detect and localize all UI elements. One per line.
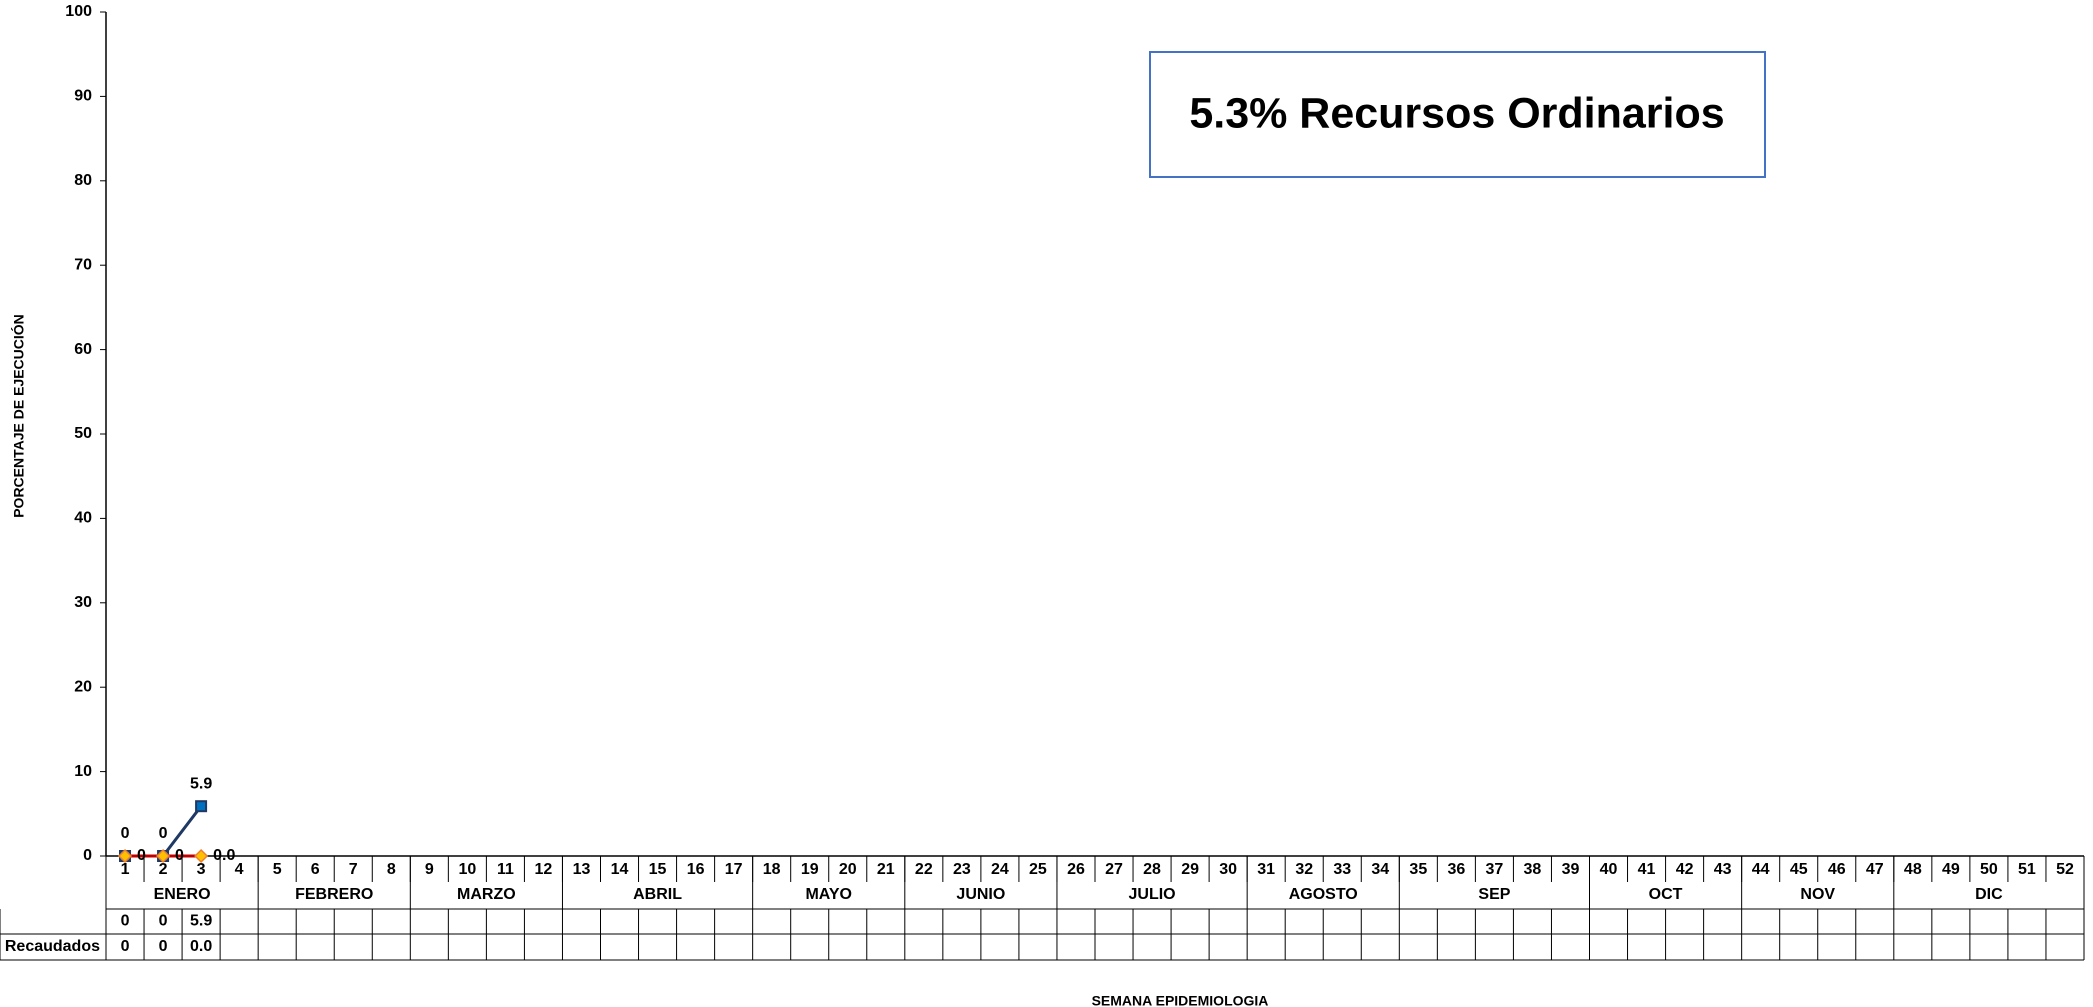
month-label: SEP	[1478, 886, 1510, 903]
x-tick-label: 20	[839, 861, 857, 878]
month-label: ABRIL	[633, 886, 682, 903]
x-tick-label: 23	[953, 861, 971, 878]
data-label: 5.9	[190, 775, 212, 792]
table-value: 0	[121, 938, 130, 955]
x-tick-label: 17	[725, 861, 743, 878]
x-tick-label: 16	[687, 861, 705, 878]
y-tick-label: 80	[74, 172, 92, 189]
x-tick-label: 35	[1409, 861, 1427, 878]
y-tick-label: 10	[74, 763, 92, 780]
x-tick-label: 19	[801, 861, 819, 878]
x-tick-label: 42	[1676, 861, 1694, 878]
x-tick-label: 34	[1371, 861, 1389, 878]
x-tick-label: 14	[611, 861, 629, 878]
x-tick-label: 31	[1257, 861, 1275, 878]
month-label: NOV	[1800, 886, 1835, 903]
marker	[117, 848, 133, 864]
x-tick-label: 37	[1486, 861, 1504, 878]
table-value: 5.9	[190, 913, 212, 930]
x-tick-label: 1	[121, 861, 130, 878]
x-tick-label: 21	[877, 861, 895, 878]
x-tick-label: 36	[1447, 861, 1465, 878]
table-value: 0	[159, 913, 168, 930]
x-tick-label: 26	[1067, 861, 1085, 878]
x-tick-label: 40	[1600, 861, 1618, 878]
x-tick-label: 22	[915, 861, 933, 878]
x-tick-label: 24	[991, 861, 1009, 878]
x-tick-label: 38	[1524, 861, 1542, 878]
marker	[194, 848, 209, 864]
x-tick-label: 50	[1980, 861, 1998, 878]
x-tick-label: 18	[763, 861, 781, 878]
x-tick-label: 47	[1866, 861, 1884, 878]
title-box	[1149, 51, 1766, 178]
y-tick-label: 50	[74, 425, 92, 442]
x-tick-label: 49	[1942, 861, 1960, 878]
data-label: 0	[175, 847, 184, 864]
x-tick-label: 25	[1029, 861, 1047, 878]
x-tick-label: 5	[273, 861, 282, 878]
y-tick-label: 60	[74, 341, 92, 358]
x-tick-label: 43	[1714, 861, 1732, 878]
month-label: MARZO	[457, 886, 516, 903]
y-tick-label: 40	[74, 510, 92, 527]
x-tick-label: 51	[2018, 861, 2036, 878]
x-tick-label: 8	[387, 861, 396, 878]
x-tick-label: 48	[1904, 861, 1922, 878]
data-label: 0.0	[213, 847, 235, 864]
y-tick-label: 100	[65, 3, 92, 20]
month-label: ENERO	[154, 886, 211, 903]
x-tick-label: 29	[1181, 861, 1199, 878]
x-tick-label: 12	[535, 861, 553, 878]
y-tick-label: 90	[74, 88, 92, 105]
x-tick-label: 41	[1638, 861, 1656, 878]
marker	[155, 848, 171, 864]
x-tick-label: 15	[649, 861, 667, 878]
x-axis-title: SEMANA EPIDEMIOLOGIA	[1092, 993, 1269, 1007]
x-tick-label: 44	[1752, 861, 1770, 878]
month-label: MAYO	[805, 886, 852, 903]
data-label: 0	[121, 825, 130, 842]
x-tick-label: 28	[1143, 861, 1161, 878]
marker	[195, 800, 208, 813]
x-tick-label: 2	[159, 861, 168, 878]
x-tick-label: 52	[2056, 861, 2074, 878]
x-tick-label: 3	[197, 861, 206, 878]
legend-label: e Recaudados	[0, 938, 100, 955]
x-tick-label: 33	[1333, 861, 1351, 878]
x-tick-label: 32	[1295, 861, 1313, 878]
table-value: 0	[121, 913, 130, 930]
x-tick-label: 10	[458, 861, 476, 878]
table-value: 0.0	[190, 938, 212, 955]
y-tick-label: 20	[74, 678, 92, 695]
month-label: JULIO	[1128, 886, 1175, 903]
month-label: DIC	[1975, 886, 2003, 903]
x-tick-label: 46	[1828, 861, 1846, 878]
table-value: 0	[159, 938, 168, 955]
y-tick-label: 30	[74, 594, 92, 611]
x-tick-label: 13	[573, 861, 591, 878]
x-tick-label: 11	[497, 861, 514, 878]
x-tick-label: 7	[349, 861, 358, 878]
x-tick-label: 4	[235, 861, 244, 878]
month-label: AGOSTO	[1289, 886, 1358, 903]
x-tick-label: 27	[1105, 861, 1123, 878]
x-tick-label: 39	[1562, 861, 1580, 878]
x-tick-label: 9	[425, 861, 434, 878]
y-axis-title: PORCENTAJE DE EJECUCIÓN	[10, 314, 27, 518]
chart-title: 5.3% Recursos Ordinarios	[1189, 89, 1724, 137]
data-label: 0	[159, 825, 168, 842]
x-tick-label: 45	[1790, 861, 1808, 878]
x-tick-label: 6	[311, 861, 320, 878]
y-tick-label: 0	[83, 847, 92, 864]
x-tick-label: 30	[1219, 861, 1237, 878]
y-tick-label: 70	[74, 256, 92, 273]
month-label: JUNIO	[956, 886, 1005, 903]
month-label: FEBRERO	[295, 886, 373, 903]
month-label: OCT	[1649, 886, 1683, 903]
data-label: 0	[137, 847, 146, 864]
